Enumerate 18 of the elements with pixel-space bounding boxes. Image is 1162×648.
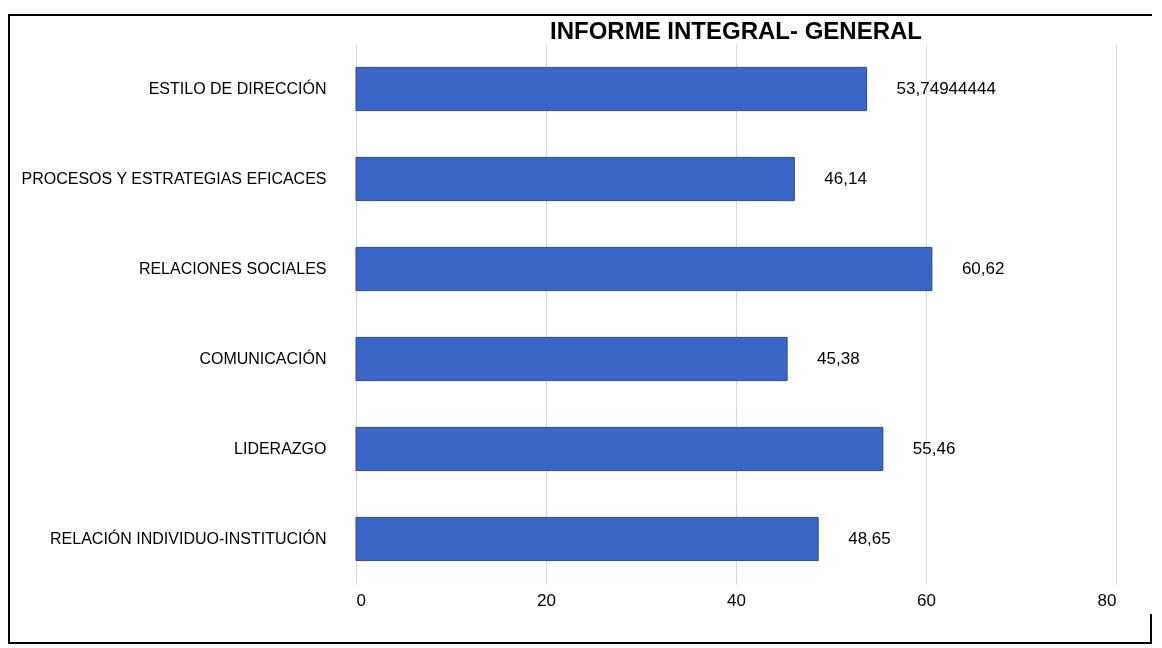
y-tick-label: ESTILO DE DIRECCIÓN	[148, 79, 327, 97]
y-tick-label: RELACIONES SOCIALES	[138, 260, 327, 277]
x-tick-label: 20	[537, 590, 556, 610]
x-tick-label: 60	[917, 590, 936, 610]
y-tick-label: PROCESOS Y ESTRATEGIAS EFICACES	[21, 170, 327, 187]
chart-title: INFORME INTEGRAL- GENERAL	[550, 17, 922, 44]
data-label: 48,65	[848, 529, 891, 548]
x-tick-label: 80	[1097, 590, 1117, 610]
x-tick-label: 0	[356, 590, 366, 610]
x-tick-label: 40	[727, 590, 746, 610]
data-label: 53,74944444	[896, 79, 996, 98]
data-label: 46,14	[824, 169, 867, 188]
y-tick-label: LIDERAZGO	[234, 440, 327, 457]
data-label: 45,38	[817, 349, 860, 368]
data-label: 55,46	[912, 439, 956, 458]
y-tick-label: RELACIÓN INDIVIDUO-INSTITUCIÓN	[50, 529, 327, 547]
y-tick-label: COMUNICACIÓN	[199, 349, 327, 367]
data-label: 60,62	[961, 259, 1005, 278]
